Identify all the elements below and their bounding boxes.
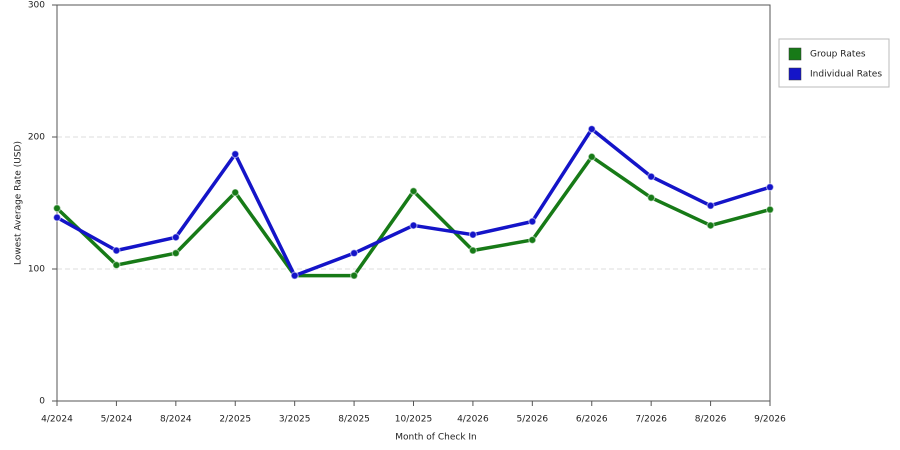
x-tick-label: 2/2025: [219, 415, 251, 425]
x-tick-label: 5/2024: [101, 415, 133, 425]
x-tick-label: 3/2025: [279, 415, 311, 425]
x-tick-label: 4/2024: [41, 415, 73, 425]
y-tick-label: 300: [28, 1, 45, 11]
x-tick-label: 5/2026: [516, 415, 548, 425]
data-point: [765, 205, 775, 214]
x-tick-label: 4/2026: [457, 415, 489, 425]
data-point: [112, 260, 121, 270]
legend-label: Group Rates: [810, 50, 866, 60]
x-tick-label: 8/2024: [160, 415, 192, 425]
data-point: [409, 221, 418, 230]
series-line: [55, 155, 771, 278]
y-tick-label: 200: [28, 133, 45, 143]
data-point: [587, 124, 596, 134]
data-point: [468, 246, 478, 255]
data-point: [231, 150, 240, 159]
data-point: [765, 183, 775, 192]
y-tick-label: 100: [28, 265, 45, 275]
legend-swatch: [788, 67, 802, 81]
data-point: [52, 204, 62, 213]
data-point: [349, 271, 359, 280]
data-point: [647, 172, 656, 181]
data-point: [647, 193, 656, 202]
data-point: [706, 221, 715, 230]
data-point: [349, 249, 359, 258]
data-point: [706, 201, 715, 210]
data-point: [171, 233, 180, 242]
data-point: [587, 152, 596, 161]
x-tick-label: 7/2026: [635, 415, 667, 425]
x-axis-title: Month of Check In: [395, 433, 477, 443]
data-point: [52, 213, 62, 222]
data-point: [112, 246, 121, 255]
legend-swatch: [788, 47, 802, 61]
x-tick-label: 10/2025: [395, 415, 432, 425]
data-point: [171, 249, 180, 258]
data-point: [468, 230, 478, 239]
data-point: [528, 217, 537, 226]
x-tick-label: 8/2026: [695, 415, 727, 425]
data-point: [231, 188, 240, 197]
y-axis-title: Lowest Average Rate (USD): [14, 141, 24, 265]
legend-label: Individual Rates: [810, 70, 882, 80]
data-point: [290, 271, 299, 280]
x-tick-label: 8/2025: [338, 415, 370, 425]
x-tick-label: 9/2026: [754, 415, 786, 425]
data-point: [528, 235, 537, 245]
y-tick-label: 0: [39, 397, 45, 407]
data-point: [409, 187, 418, 196]
x-tick-label: 6/2026: [576, 415, 608, 425]
